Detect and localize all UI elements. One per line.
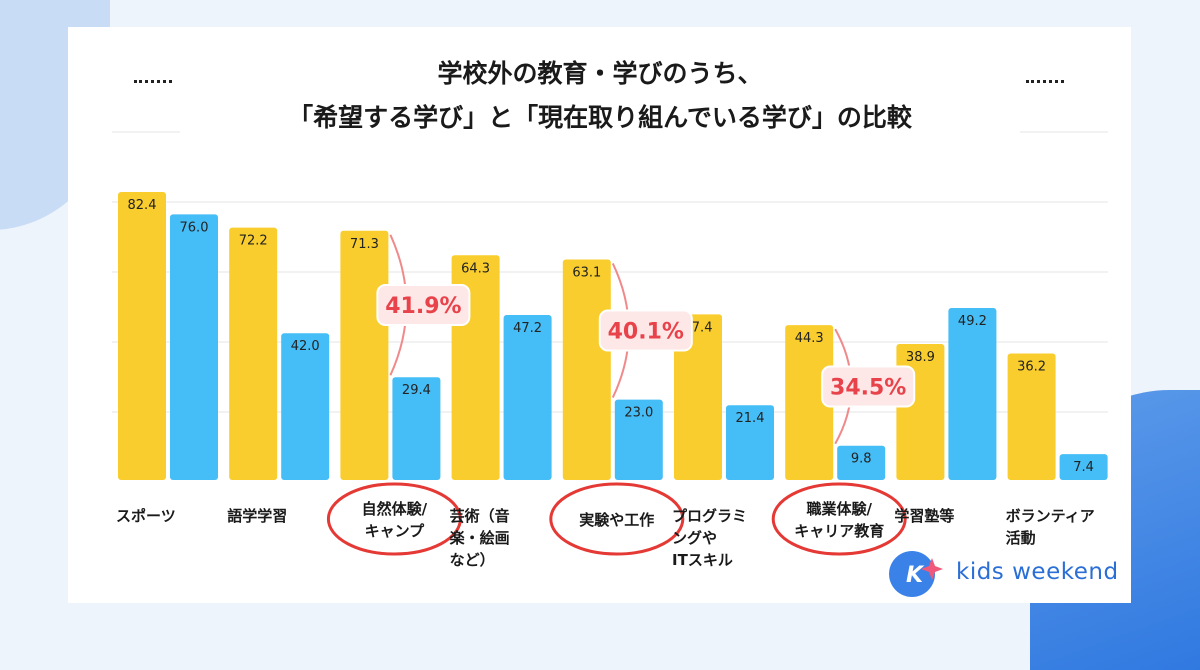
brand-logo: K kids weekend [888,548,1128,600]
bar-value-label: 7.4 [1073,460,1094,475]
bar-current [1059,454,1108,480]
bar-value-label: 36.2 [1017,359,1046,374]
title-box: 学校外の教育・学びのうち、 「希望する学び」と「現在取り組んでいる学び」の比較 [180,40,1020,150]
bar-value-label: 47.2 [513,321,542,336]
bar-hope [1007,353,1056,480]
title-dots-right [1026,80,1064,83]
bar-value-label: 49.2 [958,314,987,329]
bar-value-label: 42.0 [291,339,320,354]
bar-current [170,214,218,480]
bar-current [503,315,552,480]
category-label: 学習塾等 [894,507,954,525]
category-label: ITスキル [672,551,733,569]
bar-current [837,445,886,480]
highlight-circle [326,482,462,556]
bar-value-label: 44.3 [795,331,824,346]
category-label: など） [450,551,495,569]
bar-current [614,399,663,480]
bar-hope [674,314,722,480]
title-dots-left [134,80,172,83]
bar-value-label: 63.1 [572,265,601,280]
difference-badge [376,284,471,327]
bar-value-label: 71.3 [350,237,379,252]
bar-value-label: 64.3 [461,261,490,276]
difference-annotations: 41.9% 40.1% 34.5% [376,234,916,445]
brand-mark-icon: K [889,551,943,597]
bar-value-label: 9.8 [851,452,872,467]
category-label: キャリア教育 [794,522,884,540]
bar-current [726,405,774,480]
category-label: ボランティア [1006,507,1095,525]
bar-value-label: 29.4 [402,383,431,398]
bar-current [281,333,330,480]
bar-value-label: 82.4 [128,198,157,213]
bar-hope [785,325,834,480]
brand-name: kids weekend [956,559,1119,585]
bar-chart: 82.4 76.0 72.2 42.0 71.3 29.4 64.3 47.2 63.1 23.0… [112,131,1108,569]
bar-hope [562,259,611,480]
category-label: 芸術（音 [450,507,510,525]
bar-hope [340,230,389,480]
difference-label: 34.5% [830,375,906,400]
chart-title-line1: 学校外の教育・学びのうち、 [437,59,763,88]
highlight-circle [771,482,907,556]
difference-label: 41.9% [385,294,461,319]
bar-hope [229,227,278,480]
category-label: 活動 [1006,529,1036,547]
category-label: キャンプ [365,522,426,540]
difference-label: 40.1% [608,320,684,345]
bar-current [392,377,441,480]
category-label: プログラミ [672,507,747,525]
bar-hope [118,192,166,480]
category-label: 職業体験/ [806,500,872,518]
category-label: ングや [672,529,717,547]
bar-value-label: 38.9 [906,350,935,365]
difference-badge [598,309,693,352]
category-label: 実験や工作 [579,511,654,529]
bar-value-label: 72.2 [239,234,268,249]
brand-letter: K [906,563,925,588]
bar-value-label: 23.0 [624,406,653,421]
bar-current [948,308,997,480]
category-label: 楽・絵画 [450,529,510,547]
chart-title-line2: 「希望する学び」と「現在取り組んでいる学び」の比較 [288,103,912,132]
bar-value-label: 76.0 [180,220,209,235]
category-label: 自然体験/ [362,500,428,518]
difference-badge [821,365,916,408]
highlight-circle [549,482,685,556]
bar-value-label: 21.4 [736,411,765,426]
category-label: スポーツ [116,507,176,525]
category-label: 語学学習 [227,507,287,525]
